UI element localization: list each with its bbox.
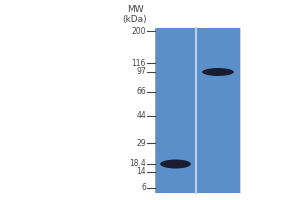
- Text: 200: 200: [131, 26, 146, 36]
- Text: 116: 116: [132, 58, 146, 68]
- Ellipse shape: [160, 160, 191, 168]
- Text: 6: 6: [141, 184, 146, 192]
- Text: 97: 97: [136, 68, 146, 76]
- Text: 18.4: 18.4: [129, 160, 146, 168]
- Text: 66: 66: [136, 88, 146, 97]
- Text: MW
(kDa): MW (kDa): [123, 5, 147, 24]
- Ellipse shape: [202, 68, 234, 76]
- Text: 44: 44: [136, 112, 146, 120]
- Text: 29: 29: [136, 138, 146, 148]
- Text: 14: 14: [136, 168, 146, 176]
- Bar: [155, 28, 240, 193]
